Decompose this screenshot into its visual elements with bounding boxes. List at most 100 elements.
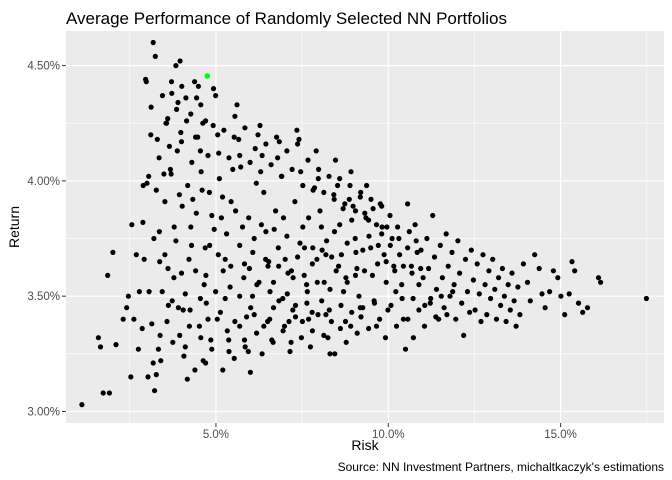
data-point bbox=[328, 318, 334, 325]
data-point bbox=[337, 176, 343, 182]
data-point bbox=[406, 229, 412, 235]
data-point bbox=[257, 122, 263, 129]
data-point bbox=[216, 150, 222, 156]
highlighted-data-point bbox=[204, 73, 211, 79]
data-point bbox=[193, 134, 199, 140]
data-point bbox=[175, 99, 181, 106]
data-point bbox=[274, 134, 280, 140]
data-point bbox=[547, 289, 553, 295]
data-point bbox=[222, 256, 228, 262]
data-point bbox=[294, 127, 300, 133]
data-point bbox=[185, 182, 191, 189]
data-point bbox=[325, 335, 331, 341]
data-point bbox=[457, 270, 463, 276]
x-tick-label: 10.0% bbox=[372, 429, 405, 441]
data-point bbox=[284, 291, 290, 297]
data-point bbox=[515, 284, 521, 290]
data-point bbox=[416, 307, 422, 313]
data-point bbox=[354, 265, 360, 272]
data-point bbox=[323, 312, 329, 318]
data-point bbox=[216, 176, 222, 182]
data-point bbox=[213, 93, 219, 99]
data-point bbox=[146, 289, 152, 295]
data-point bbox=[478, 318, 484, 325]
data-point bbox=[337, 222, 343, 228]
data-point bbox=[309, 261, 315, 267]
data-point bbox=[433, 314, 439, 320]
data-point bbox=[461, 332, 467, 338]
data-point bbox=[100, 390, 106, 396]
data-point bbox=[187, 307, 193, 313]
data-point bbox=[120, 316, 126, 322]
data-point bbox=[226, 155, 232, 161]
data-point bbox=[447, 293, 453, 299]
data-point bbox=[197, 295, 203, 302]
data-point bbox=[188, 242, 195, 248]
data-point bbox=[472, 307, 478, 313]
data-point bbox=[416, 282, 422, 288]
data-point bbox=[176, 192, 182, 198]
data-point bbox=[266, 259, 272, 265]
data-point bbox=[580, 309, 586, 315]
data-point bbox=[424, 235, 430, 242]
data-point bbox=[313, 148, 319, 154]
data-point bbox=[306, 316, 312, 322]
data-point bbox=[195, 83, 201, 89]
data-point bbox=[222, 295, 228, 302]
data-point bbox=[428, 295, 434, 302]
data-point bbox=[490, 256, 496, 262]
data-point bbox=[129, 222, 135, 228]
data-point bbox=[242, 344, 248, 350]
data-point bbox=[165, 302, 171, 308]
data-point bbox=[241, 275, 247, 281]
data-point bbox=[140, 219, 146, 225]
data-point bbox=[180, 307, 186, 313]
data-point bbox=[343, 275, 349, 281]
y-tick-label: 3.50% bbox=[27, 291, 60, 303]
data-point bbox=[237, 293, 243, 299]
data-point bbox=[241, 261, 248, 267]
x-tick-label: 15.0% bbox=[544, 429, 577, 441]
data-point bbox=[143, 79, 149, 85]
data-point bbox=[292, 314, 299, 320]
data-point bbox=[220, 268, 226, 274]
data-point bbox=[298, 169, 304, 175]
data-point bbox=[427, 300, 433, 306]
data-point bbox=[421, 323, 428, 329]
data-point bbox=[164, 120, 170, 126]
data-point bbox=[306, 215, 312, 221]
data-point bbox=[387, 212, 393, 219]
data-point bbox=[220, 367, 226, 373]
data-point bbox=[550, 268, 557, 274]
data-point bbox=[352, 208, 359, 214]
data-point bbox=[402, 346, 409, 352]
data-point bbox=[174, 148, 180, 154]
data-point bbox=[217, 309, 223, 315]
data-point bbox=[462, 256, 469, 262]
data-point bbox=[399, 295, 405, 302]
data-point bbox=[248, 305, 254, 311]
data-point bbox=[360, 247, 366, 253]
data-point bbox=[182, 291, 188, 297]
data-point bbox=[379, 231, 385, 237]
data-point bbox=[205, 316, 211, 322]
data-point bbox=[254, 330, 260, 336]
data-point bbox=[141, 256, 147, 262]
data-point bbox=[384, 224, 390, 230]
data-point bbox=[227, 284, 233, 290]
data-point bbox=[259, 152, 265, 159]
data-point bbox=[352, 235, 358, 242]
data-point bbox=[226, 337, 232, 343]
data-point bbox=[193, 210, 199, 216]
y-tick-label: 3.00% bbox=[27, 406, 60, 418]
data-point bbox=[164, 318, 170, 325]
data-point bbox=[360, 305, 366, 311]
y-axis-ticks: 3.00% 3.50% 4.00% 4.50% bbox=[27, 61, 66, 418]
data-point bbox=[258, 169, 264, 175]
x-axis-title: Risk bbox=[351, 437, 379, 453]
data-point bbox=[202, 245, 208, 251]
y-tick-label: 4.00% bbox=[27, 176, 60, 188]
data-point bbox=[265, 263, 271, 269]
data-point bbox=[323, 252, 329, 258]
data-point bbox=[247, 369, 253, 375]
